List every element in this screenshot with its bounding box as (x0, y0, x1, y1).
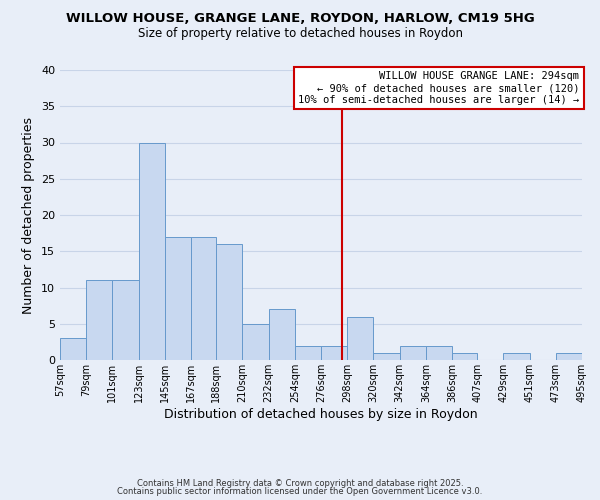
Text: Size of property relative to detached houses in Roydon: Size of property relative to detached ho… (137, 28, 463, 40)
Text: Contains HM Land Registry data © Crown copyright and database right 2025.: Contains HM Land Registry data © Crown c… (137, 478, 463, 488)
Text: WILLOW HOUSE GRANGE LANE: 294sqm
← 90% of detached houses are smaller (120)
10% : WILLOW HOUSE GRANGE LANE: 294sqm ← 90% o… (298, 72, 580, 104)
Bar (373, 353, 400, 360)
Bar (165, 237, 191, 360)
Bar (556, 353, 582, 360)
Bar (400, 346, 426, 360)
Bar (321, 346, 347, 360)
Y-axis label: Number of detached properties: Number of detached properties (22, 116, 35, 314)
Bar (242, 324, 269, 360)
Bar (295, 346, 321, 360)
Bar (452, 353, 477, 360)
Bar (60, 338, 86, 360)
X-axis label: Distribution of detached houses by size in Roydon: Distribution of detached houses by size … (164, 408, 478, 420)
Bar (112, 280, 139, 360)
Bar (269, 309, 295, 360)
Bar (191, 237, 216, 360)
Bar (216, 244, 242, 360)
Bar (426, 346, 452, 360)
Bar (86, 280, 112, 360)
Bar (347, 316, 373, 360)
Bar (139, 142, 165, 360)
Bar (503, 353, 530, 360)
Text: WILLOW HOUSE, GRANGE LANE, ROYDON, HARLOW, CM19 5HG: WILLOW HOUSE, GRANGE LANE, ROYDON, HARLO… (65, 12, 535, 26)
Text: Contains public sector information licensed under the Open Government Licence v3: Contains public sector information licen… (118, 487, 482, 496)
